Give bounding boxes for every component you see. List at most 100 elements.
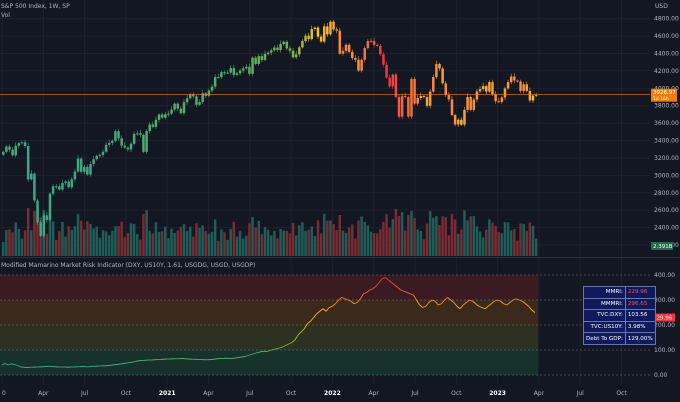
table-row: MMRI: 229.96 bbox=[583, 286, 656, 299]
candle bbox=[506, 82, 510, 89]
price-tick-label: 3800.00 bbox=[654, 103, 679, 110]
price-tick-label: 3000.00 bbox=[654, 172, 679, 179]
candle bbox=[304, 35, 307, 41]
volume-bar bbox=[497, 231, 500, 256]
volume-bar bbox=[354, 238, 357, 256]
candle bbox=[475, 91, 479, 100]
candle bbox=[519, 81, 522, 91]
risk-line-segment bbox=[303, 323, 308, 329]
candle bbox=[185, 98, 189, 103]
candle bbox=[129, 143, 133, 150]
table-row: Debt To GDP: 129.00% bbox=[583, 332, 656, 345]
candle bbox=[104, 144, 108, 152]
risk-line-segment bbox=[353, 302, 358, 305]
risk-line-segment bbox=[288, 342, 293, 345]
time-axis[interactable]: 0 Apr Jul Oct 2021 Apr Jul Oct 2022 Apr Jul Oct 2023… bbox=[2, 390, 627, 397]
candle bbox=[95, 155, 98, 160]
risk-line-segment bbox=[120, 363, 124, 365]
risk-line-segment bbox=[382, 277, 386, 280]
candle bbox=[20, 142, 24, 144]
risk-line-segment bbox=[117, 363, 121, 365]
volume-bar bbox=[220, 229, 223, 256]
volume-bar bbox=[394, 209, 398, 256]
volume-bar bbox=[509, 230, 513, 256]
volume-bar bbox=[73, 226, 77, 256]
candle bbox=[8, 146, 11, 150]
volume-bar bbox=[20, 238, 24, 256]
candle bbox=[36, 200, 39, 223]
volume-bar bbox=[435, 216, 438, 256]
candle bbox=[410, 78, 413, 117]
candle bbox=[188, 94, 192, 99]
volume-bar bbox=[304, 230, 307, 256]
candle bbox=[89, 164, 92, 175]
risk-line-segment bbox=[276, 347, 280, 350]
candle bbox=[391, 74, 395, 87]
volume-bar bbox=[528, 222, 532, 256]
time-tick-label: Apr bbox=[369, 390, 380, 397]
volume-bar bbox=[11, 232, 14, 256]
volume-bar bbox=[86, 221, 89, 256]
volume-bar bbox=[226, 239, 229, 256]
candle bbox=[58, 186, 61, 190]
volume-legend[interactable]: Vol bbox=[1, 12, 10, 19]
volume-bar bbox=[26, 208, 30, 256]
symbol-title[interactable]: S&P 500 Index, 1W, SP bbox=[1, 3, 70, 10]
candle bbox=[531, 95, 535, 101]
time-tick-label: Apr bbox=[38, 390, 49, 397]
candle bbox=[291, 50, 295, 58]
volume-bar bbox=[89, 223, 92, 256]
volume-bar bbox=[422, 239, 426, 256]
risk-line-segment bbox=[285, 343, 289, 346]
volume-bar bbox=[245, 235, 248, 256]
volume-bar bbox=[475, 226, 479, 256]
candle bbox=[266, 52, 270, 54]
volume-bar bbox=[117, 226, 120, 256]
candle bbox=[213, 77, 217, 87]
time-tick-label: Oct bbox=[121, 390, 132, 397]
time-tick-label: 2022 bbox=[324, 390, 341, 397]
candle bbox=[500, 97, 504, 102]
bar-countdown: 1d 16h bbox=[653, 96, 669, 102]
time-tick-label: Apr bbox=[534, 390, 545, 397]
indicator-axis[interactable]: 400.00 300.00 200.00 100.00 0.00 bbox=[654, 272, 675, 379]
candle bbox=[217, 77, 220, 79]
volume-bar bbox=[185, 231, 189, 256]
time-tick-label: Oct bbox=[451, 390, 462, 397]
volume-bar bbox=[522, 223, 525, 256]
indicator-title[interactable]: Modified Mamarino Market Risk Indicator … bbox=[1, 262, 256, 269]
volume-bar bbox=[460, 229, 463, 256]
volume-bar bbox=[260, 234, 264, 256]
risk-line-segment bbox=[419, 304, 423, 308]
volume-bar bbox=[273, 230, 276, 256]
risk-line-segment bbox=[459, 304, 464, 310]
volume-badge-value: 2.391B bbox=[653, 244, 673, 250]
candle bbox=[310, 28, 314, 40]
price-tick-label: 2600.00 bbox=[654, 207, 679, 214]
candle bbox=[42, 215, 46, 236]
volume-bar bbox=[466, 220, 469, 256]
risk-line-segment bbox=[434, 300, 439, 306]
volume-bar bbox=[494, 226, 497, 256]
volume-bar bbox=[123, 237, 127, 256]
volume-bar bbox=[413, 218, 416, 256]
price-axis[interactable]: 4800.004600.004400.004200.004000.003800.… bbox=[654, 16, 679, 249]
candle bbox=[400, 96, 404, 117]
candle bbox=[388, 77, 391, 87]
risk-zone bbox=[0, 325, 538, 350]
volume-bar bbox=[357, 220, 360, 256]
risk-line-segment bbox=[503, 303, 508, 306]
candles[interactable] bbox=[2, 19, 538, 238]
candle bbox=[453, 115, 457, 125]
volume-bar bbox=[298, 225, 301, 256]
volume-bar bbox=[503, 222, 507, 256]
candle bbox=[404, 96, 407, 98]
risk-line-segment bbox=[235, 357, 239, 359]
candle bbox=[503, 88, 507, 98]
time-tick-label: Jul bbox=[80, 390, 89, 397]
risk-line-segment bbox=[1, 363, 6, 366]
volume-bar bbox=[157, 231, 161, 256]
volume-bar bbox=[14, 222, 17, 256]
volume-bars bbox=[2, 208, 538, 256]
